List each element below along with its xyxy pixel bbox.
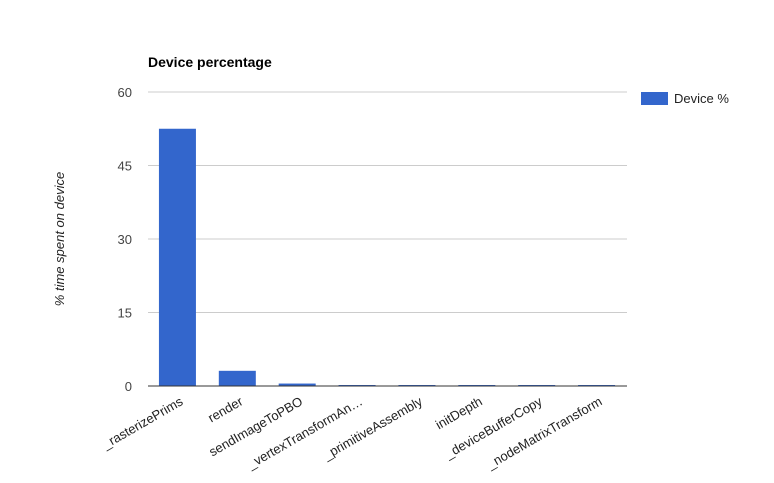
x-tick-label: _deviceBufferCopy [441,393,545,462]
legend: Device % [641,91,729,106]
x-tick-label: initDepth [433,394,485,433]
y-axis-label: % time spent on device [52,172,67,306]
bar-sendimagetopbo [278,383,316,386]
gridlines [148,91,627,313]
y-tick-label: 15 [118,306,132,321]
x-tick-label: _primitiveAssembly [320,393,426,463]
chart-title: Device percentage [148,54,272,70]
x-tick-label: _rasterizePrims [99,393,186,452]
bars [158,128,616,386]
y-tick-label: 45 [118,159,132,174]
legend-label: Device % [674,91,729,106]
x-tick-labels: _rasterizePrims rendersendImageToPBO_vert… [99,393,605,472]
x-tick-label: render [205,393,246,425]
y-tick-labels: 0 15 30 45 60 [118,85,132,394]
y-tick-label: 0 [125,379,132,394]
bar-rasterizeprims [158,128,196,386]
bar-render [218,370,256,386]
legend-swatch [641,92,668,105]
y-tick-label: 60 [118,85,132,100]
y-tick-label: 30 [118,232,132,247]
